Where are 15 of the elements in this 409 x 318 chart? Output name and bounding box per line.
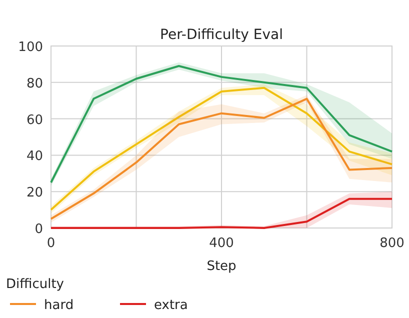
legend-label: hard	[44, 298, 74, 313]
legend-label: extra	[154, 298, 188, 313]
y-tick-label: 20	[26, 186, 43, 201]
chart-title: Per-Difficulty Eval	[160, 27, 283, 43]
y-tick-label: 60	[26, 112, 43, 128]
line-series	[50, 198, 393, 229]
x-tick-label: 800	[380, 236, 404, 251]
y-tick-label: 0	[34, 222, 43, 237]
x-tick-label: 400	[209, 236, 234, 251]
y-tick-label: 80	[26, 76, 43, 92]
y-tick-label: 100	[18, 40, 43, 55]
legend-title: Difficulty	[6, 277, 64, 292]
x-axis-title: Step	[206, 259, 236, 274]
x-tick-label: 0	[46, 236, 56, 251]
y-tick-label: 40	[26, 149, 43, 164]
